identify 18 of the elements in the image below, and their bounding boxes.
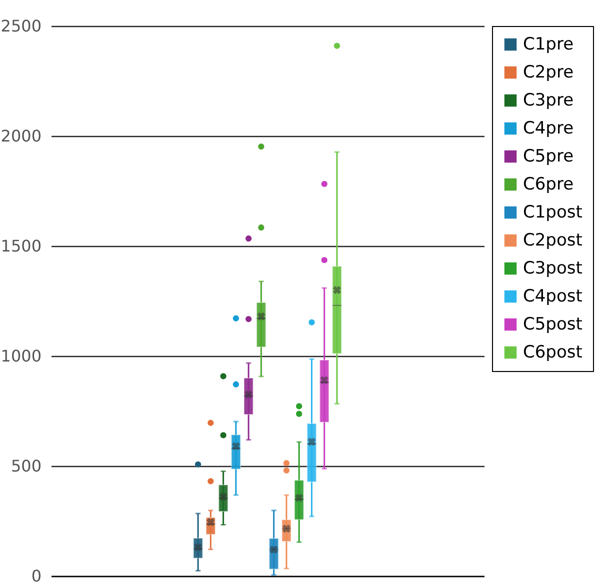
legend-label: C4pre bbox=[523, 118, 574, 138]
legend-label: C3post bbox=[523, 258, 583, 278]
legend-label: C5pre bbox=[523, 146, 574, 166]
legend-label: C4post bbox=[523, 286, 583, 306]
legend-label: C6post bbox=[523, 342, 583, 362]
legend-label: C1post bbox=[523, 202, 583, 222]
legend-label: C5post bbox=[523, 314, 583, 334]
legend-label: C2pre bbox=[523, 62, 574, 82]
y-tick-label: 0 bbox=[31, 566, 42, 586]
y-tick-label: 2500 bbox=[0, 16, 42, 36]
y-tick-label: 1000 bbox=[0, 346, 42, 366]
y-tick-label: 1500 bbox=[0, 236, 42, 256]
y-tick-label: 500 bbox=[10, 456, 42, 476]
y-tick-label: 2000 bbox=[0, 126, 42, 146]
legend-label: C3pre bbox=[523, 90, 574, 110]
legend-label: C2post bbox=[523, 230, 583, 250]
legend-label: C6pre bbox=[523, 174, 574, 194]
legend-label: C1pre bbox=[523, 34, 574, 54]
